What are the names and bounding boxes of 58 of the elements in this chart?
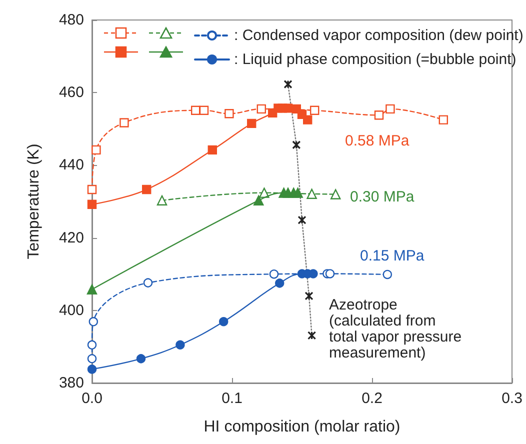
point	[292, 140, 301, 150]
y-tick-label: 480	[58, 12, 84, 28]
point	[87, 364, 97, 374]
point	[386, 104, 395, 114]
point	[256, 104, 266, 114]
annotation: Azeotrope (calculated from total vapor pressure measurement)	[329, 296, 462, 362]
point	[142, 184, 152, 194]
point	[136, 354, 146, 364]
y-tick-label: 400	[58, 302, 84, 319]
y-axis-title: Temperature (K)	[26, 144, 42, 260]
y-tick-label: 420	[58, 229, 84, 246]
point	[143, 278, 153, 288]
point	[87, 184, 97, 194]
point	[310, 106, 320, 115]
x-axis-title: HI composition (molar ratio)	[204, 418, 400, 436]
point	[247, 118, 256, 128]
point	[284, 80, 292, 89]
point	[156, 195, 168, 206]
y-tick-label: 440	[58, 156, 84, 174]
point	[308, 331, 316, 340]
point	[382, 270, 392, 280]
annotation: 0.58 MPa	[345, 132, 410, 150]
point	[330, 189, 341, 200]
point	[283, 104, 293, 113]
annotation: 0.15 MPa	[360, 248, 425, 264]
x-tick-label: 0.2	[362, 390, 382, 407]
point	[87, 340, 97, 350]
point	[87, 200, 97, 210]
y-tick-label: 380	[58, 374, 84, 392]
point	[87, 354, 97, 364]
point	[325, 269, 335, 278]
point	[304, 292, 314, 300]
point	[224, 109, 234, 118]
point	[275, 278, 284, 288]
y-tick-label: 460	[58, 84, 84, 102]
x-tick-label: 0.1	[222, 390, 242, 407]
point	[88, 317, 98, 326]
point	[303, 115, 312, 124]
point	[191, 106, 200, 115]
point	[292, 188, 303, 198]
point	[219, 317, 228, 326]
legend-label: : Liquid phase composition (=bubble point)	[234, 51, 516, 68]
annotation: 0.30 MPa	[350, 188, 415, 206]
point	[208, 145, 217, 155]
point	[438, 115, 448, 124]
point	[269, 270, 279, 279]
point	[374, 110, 384, 120]
point	[306, 188, 317, 199]
point	[199, 106, 209, 115]
point	[298, 216, 306, 224]
point	[254, 195, 264, 206]
point	[120, 118, 129, 128]
point	[92, 145, 101, 155]
point	[176, 340, 185, 350]
x-tick-label: 0.0	[82, 390, 102, 407]
point	[86, 284, 98, 294]
legend-label: : Condensed vapor composition (dew point)	[234, 27, 524, 44]
x-tick-label: 0.3	[502, 390, 522, 407]
